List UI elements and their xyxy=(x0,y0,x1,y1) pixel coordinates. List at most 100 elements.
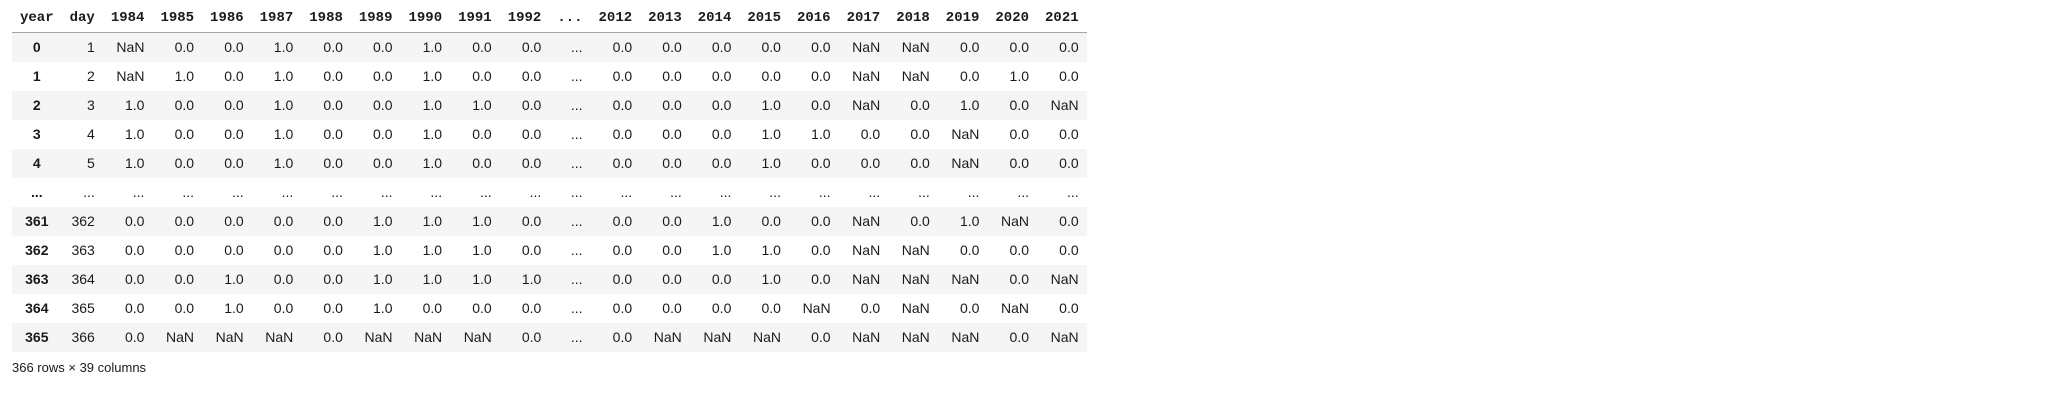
table-cell: 0.0 xyxy=(273,271,294,287)
table-cell: NaN xyxy=(1050,97,1079,113)
table-row: 362 363 0.0 0.0 0.0 0.0 0.0 1.0 1.0 1.0 0.0... 0.0 0… xyxy=(12,236,1087,265)
column-header: 1984 xyxy=(102,5,153,33)
row-index: 363 xyxy=(25,271,49,287)
table-cell: 1.0 xyxy=(711,242,732,258)
table-cell: 1.0 xyxy=(373,300,393,316)
dataframe-header: year day 1984 1985 1986 1987 1988 1989 1990 1991 1… xyxy=(12,5,1087,33)
row-index: 365 xyxy=(25,329,49,345)
table-cell: 0.0 xyxy=(662,213,682,229)
table-cell: 1.0 xyxy=(273,155,294,171)
table-cell: 2 xyxy=(87,68,95,84)
table-cell: 1.0 xyxy=(959,97,980,113)
table-cell: ... xyxy=(620,184,633,200)
table-cell: 1.0 xyxy=(761,155,781,171)
table-cell: 0.0 xyxy=(323,39,343,55)
table-row: 363 364 0.0 0.0 1.0 0.0 0.0 1.0 1.0 1.0 1.0... 0.0 0… xyxy=(12,265,1087,294)
table-cell: ... xyxy=(967,184,980,200)
table-cell: 0.0 xyxy=(521,126,542,142)
table-cell: 0.0 xyxy=(662,155,682,171)
table-cell: 0.0 xyxy=(224,242,244,258)
table-cell: ... xyxy=(570,68,583,84)
table-cell: 0.0 xyxy=(323,126,343,142)
column-header: 2015 xyxy=(739,5,789,33)
table-cell: 0.0 xyxy=(959,39,980,55)
table-cell: 1.0 xyxy=(711,213,732,229)
table-cell: 5 xyxy=(87,155,95,171)
row-index: 1 xyxy=(32,68,41,84)
table-cell: ... xyxy=(670,184,682,200)
column-header: 1987 xyxy=(251,5,302,33)
table-cell: 0.0 xyxy=(761,213,781,229)
table-cell: 1.0 xyxy=(224,271,244,287)
table-cell: 3 xyxy=(87,97,95,113)
table-cell: 1.0 xyxy=(472,242,492,258)
table-cell: 363 xyxy=(71,242,95,258)
table-cell: 1 xyxy=(87,39,95,55)
table-cell: NaN xyxy=(752,329,781,345)
table-cell: 0.0 xyxy=(1009,242,1030,258)
table-cell: 0.0 xyxy=(761,300,781,316)
table-cell: 0.0 xyxy=(373,97,393,113)
table-cell: 1.0 xyxy=(761,242,781,258)
table-cell: 0.0 xyxy=(1009,97,1030,113)
table-cell: NaN xyxy=(852,97,881,113)
table-cell: 0.0 xyxy=(472,300,492,316)
table-cell: 0.0 xyxy=(521,39,542,55)
row-index: 4 xyxy=(32,155,41,171)
table-cell: 0.0 xyxy=(860,155,881,171)
table-cell: 0.0 xyxy=(811,329,831,345)
table-cell: NaN xyxy=(951,126,980,142)
table-cell: 0.0 xyxy=(612,97,633,113)
column-header: 1985 xyxy=(152,5,203,33)
table-cell: 0.0 xyxy=(811,39,831,55)
table-cell: NaN xyxy=(852,213,881,229)
table-cell: 0.0 xyxy=(323,97,343,113)
table-cell: 0.0 xyxy=(711,300,732,316)
column-header: day xyxy=(61,5,103,33)
table-cell: 0.0 xyxy=(521,97,542,113)
table-cell: 0.0 xyxy=(422,300,443,316)
table-cell: 0.0 xyxy=(373,126,393,142)
table-cell: NaN xyxy=(414,329,443,345)
table-cell: ... xyxy=(570,213,583,229)
table-cell: 0.0 xyxy=(612,68,633,84)
table-cell: ... xyxy=(570,39,583,55)
table-cell: 0.0 xyxy=(521,329,542,345)
table-cell: ... xyxy=(430,184,443,200)
dataframe-shape-summary: 366 rows × 39 columns xyxy=(12,360,147,375)
table-cell: 364 xyxy=(71,271,95,287)
table-cell: 0.0 xyxy=(612,300,633,316)
table-cell: NaN xyxy=(951,329,980,345)
column-header: 2020 xyxy=(987,5,1038,33)
table-cell: 0.0 xyxy=(959,242,980,258)
column-header: 2016 xyxy=(788,5,839,33)
table-cell: ... xyxy=(1066,184,1079,200)
table-cell: 0.0 xyxy=(174,300,195,316)
table-cell: 0.0 xyxy=(811,68,831,84)
table-row: 1 2 NaN 1.0 0.0 1.0 0.0 0.0 1.0 0.0 0.0... 0.0 0.0 0.… xyxy=(12,62,1087,91)
table-cell: 0.0 xyxy=(472,155,492,171)
table-cell: 0.0 xyxy=(124,329,145,345)
table-cell: 1.0 xyxy=(761,271,781,287)
table-cell: 0.0 xyxy=(662,68,682,84)
table-cell: NaN xyxy=(116,68,145,84)
table-cell: NaN xyxy=(653,329,682,345)
table-cell: 0.0 xyxy=(174,97,195,113)
table-cell: ... xyxy=(83,184,95,200)
column-header: 1989 xyxy=(350,5,401,33)
table-cell: 0.0 xyxy=(1059,213,1079,229)
table-cell: 0.0 xyxy=(612,329,633,345)
table-cell: 0.0 xyxy=(761,39,781,55)
table-cell: ... xyxy=(182,184,195,200)
table-cell: 0.0 xyxy=(1059,155,1079,171)
table-cell: 0.0 xyxy=(910,126,930,142)
table-cell: 1.0 xyxy=(761,126,781,142)
table-cell: 0.0 xyxy=(1009,271,1030,287)
table-cell: 0.0 xyxy=(224,126,244,142)
table-cell: 0.0 xyxy=(174,126,195,142)
table-cell: NaN xyxy=(166,329,195,345)
table-cell: 1.0 xyxy=(422,39,443,55)
table-cell: 1.0 xyxy=(373,271,393,287)
table-cell: 0.0 xyxy=(959,300,980,316)
table-cell: 0.0 xyxy=(662,126,682,142)
